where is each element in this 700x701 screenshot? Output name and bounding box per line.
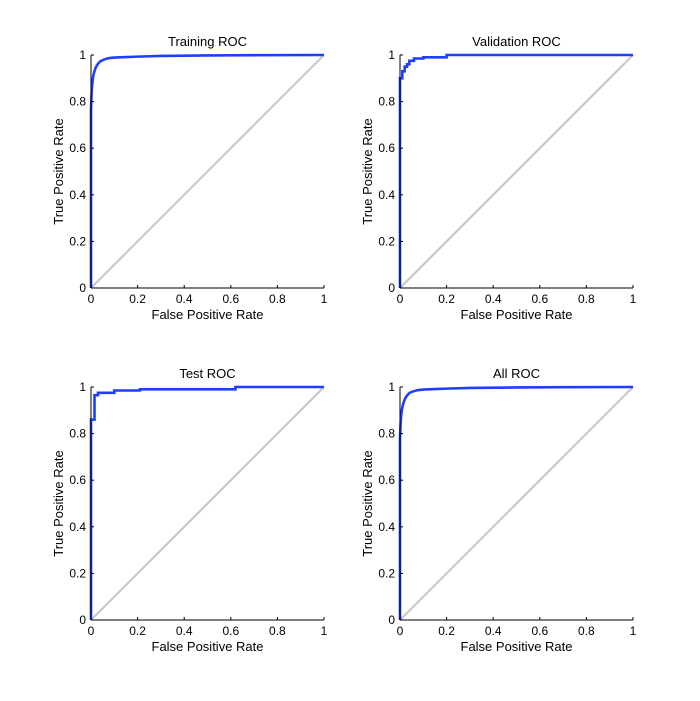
chart-title: Test ROC xyxy=(179,366,235,381)
y-tick-label: 1 xyxy=(388,48,395,62)
y-tick-label: 0.2 xyxy=(378,234,395,248)
roc-curve-line xyxy=(398,53,633,288)
x-tick-label: 1 xyxy=(321,292,328,306)
x-tick-label: 0.6 xyxy=(531,292,548,306)
y-tick-label: 0.6 xyxy=(69,141,86,155)
x-tick-label: 1 xyxy=(321,624,328,638)
roc-curve-line xyxy=(398,385,634,620)
x-tick-label: 1 xyxy=(630,624,637,638)
roc-panel: 0 0.2 0.4 0.6 0.8 1 0 0.2 0.4 0.6 0.8 1 Test ROC Fals… xyxy=(51,366,328,654)
x-tick-label: 0.2 xyxy=(129,292,146,306)
reference-diagonal-line xyxy=(90,386,325,621)
y-tick-label: 1 xyxy=(388,380,395,394)
roc-curve-line xyxy=(89,385,324,620)
y-tick-label: 0.8 xyxy=(69,427,86,441)
x-tick-label: 0.4 xyxy=(485,292,502,306)
y-tick-label: 0.8 xyxy=(69,95,86,109)
y-tick-label: 0 xyxy=(388,613,395,627)
y-tick-label: 0.2 xyxy=(69,566,86,580)
y-tick-label: 1 xyxy=(79,48,86,62)
x-tick-label: 0.8 xyxy=(269,624,286,638)
roc-panel: 0 0.2 0.4 0.6 0.8 1 0 0.2 0.4 0.6 0.8 1 Validation R… xyxy=(360,34,637,322)
y-axis-label: True Positive Rate xyxy=(360,118,375,224)
x-tick-label: 1 xyxy=(630,292,637,306)
x-tick-label: 0.2 xyxy=(129,624,146,638)
x-tick-label: 0 xyxy=(397,624,404,638)
y-tick-label: 1 xyxy=(79,380,86,394)
x-axis-label: False Positive Rate xyxy=(461,307,573,322)
x-tick-label: 0.8 xyxy=(578,624,595,638)
y-axis-label: True Positive Rate xyxy=(360,450,375,556)
y-tick-label: 0 xyxy=(79,613,86,627)
x-axis-label: False Positive Rate xyxy=(152,639,264,654)
y-axis-label: True Positive Rate xyxy=(51,118,66,224)
x-tick-label: 0.2 xyxy=(438,624,455,638)
y-tick-label: 0.4 xyxy=(378,188,395,202)
y-tick-label: 0.4 xyxy=(378,520,395,534)
x-tick-label: 0 xyxy=(88,624,95,638)
y-axis-label: True Positive Rate xyxy=(51,450,66,556)
x-tick-label: 0.6 xyxy=(222,292,239,306)
y-tick-label: 0.6 xyxy=(378,473,395,487)
x-tick-label: 0.4 xyxy=(485,624,502,638)
y-tick-label: 0.8 xyxy=(378,95,395,109)
y-tick-label: 0.6 xyxy=(69,473,86,487)
reference-diagonal-line xyxy=(399,386,634,621)
x-tick-label: 0.8 xyxy=(269,292,286,306)
chart-title: Validation ROC xyxy=(472,34,561,49)
x-axis-label: False Positive Rate xyxy=(461,639,573,654)
y-tick-label: 0.2 xyxy=(69,234,86,248)
y-tick-label: 0 xyxy=(79,281,86,295)
roc-panel: 0 0.2 0.4 0.6 0.8 1 0 0.2 0.4 0.6 0.8 1 All ROC False… xyxy=(360,366,637,654)
x-tick-label: 0 xyxy=(88,292,95,306)
y-tick-label: 0 xyxy=(388,281,395,295)
chart-title: All ROC xyxy=(493,366,540,381)
x-tick-label: 0.4 xyxy=(176,292,193,306)
x-axis-label: False Positive Rate xyxy=(152,307,264,322)
roc-panel: 0 0.2 0.4 0.6 0.8 1 0 0.2 0.4 0.6 0.8 1 Training ROC… xyxy=(51,34,328,322)
x-tick-label: 0.8 xyxy=(578,292,595,306)
x-tick-label: 0.4 xyxy=(176,624,193,638)
y-tick-label: 0.4 xyxy=(69,520,86,534)
reference-diagonal-line xyxy=(90,54,325,289)
x-tick-label: 0.2 xyxy=(438,292,455,306)
reference-diagonal-line xyxy=(399,54,634,289)
roc-curve-line xyxy=(89,53,325,288)
y-tick-label: 0.4 xyxy=(69,188,86,202)
x-tick-label: 0.6 xyxy=(531,624,548,638)
y-tick-label: 0.2 xyxy=(378,566,395,580)
y-tick-label: 0.6 xyxy=(378,141,395,155)
chart-title: Training ROC xyxy=(168,34,247,49)
y-tick-label: 0.8 xyxy=(378,427,395,441)
x-tick-label: 0 xyxy=(397,292,404,306)
x-tick-label: 0.6 xyxy=(222,624,239,638)
